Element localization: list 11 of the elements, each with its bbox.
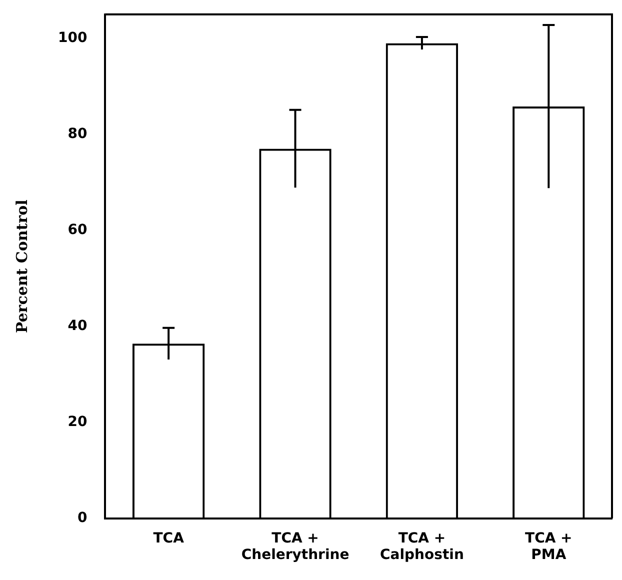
y-tick-label: 60 — [68, 222, 88, 238]
x-tick-label: TCA + Chelerythrine — [241, 530, 350, 564]
x-tick-label: TCA + PMA — [525, 530, 572, 564]
x-tick-label: TCA + Calphostin — [380, 530, 464, 564]
y-tick-label: 80 — [68, 126, 88, 142]
y-axis-title: Percent Control — [12, 199, 31, 334]
y-tick-label: 100 — [58, 30, 88, 46]
y-tick-label: 0 — [77, 510, 88, 526]
x-tick-label: TCA — [153, 530, 184, 546]
y-tick-label: 20 — [68, 414, 88, 430]
y-tick-label: 40 — [68, 318, 88, 334]
